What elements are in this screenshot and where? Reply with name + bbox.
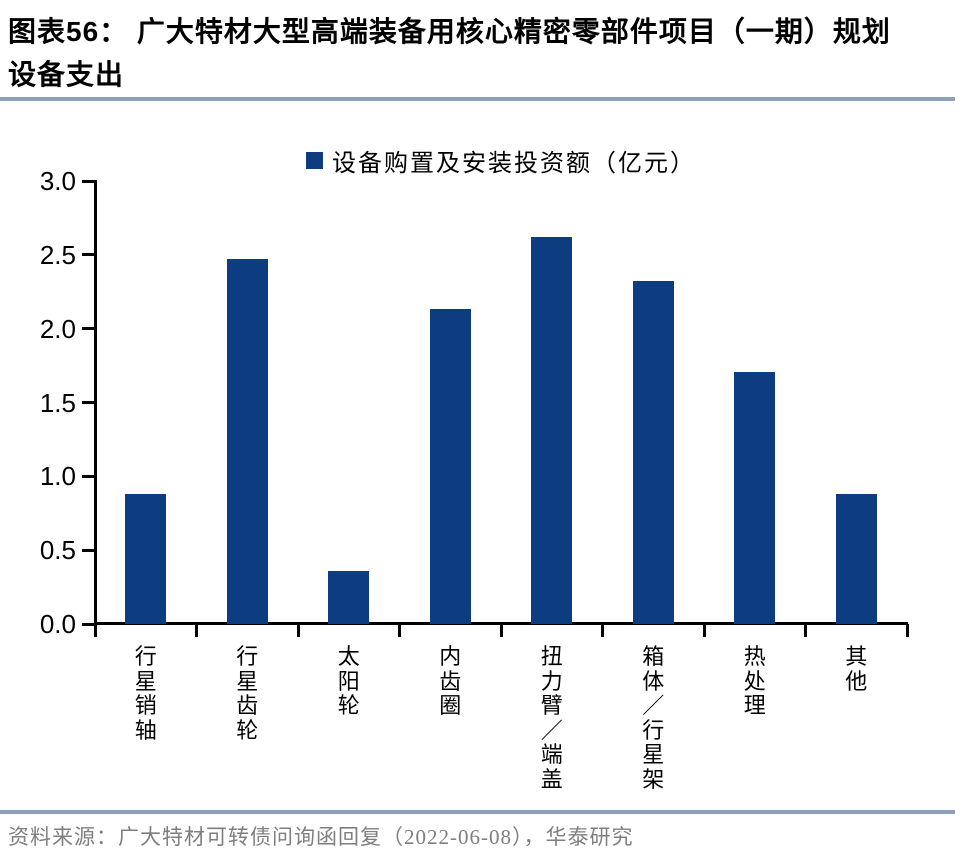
- y-tick-label: 1.5: [39, 387, 76, 418]
- figure-title-line2: 设备支出: [8, 59, 125, 90]
- plot-area: 0.0 0.5 1.0 1.5 2.0 2.5 3.0 行星销轴行星齿轮太阳轮内齿圈扭力臂／端…: [40, 168, 909, 791]
- x-tick-mark: [804, 624, 807, 637]
- y-tick-mark: [82, 548, 95, 552]
- y-tick-mark: [82, 179, 95, 183]
- x-label-char: 臂: [540, 693, 563, 718]
- y-tick-mark: [82, 327, 95, 331]
- y-tick-label: 2.5: [39, 239, 76, 270]
- x-label-char: 处: [743, 668, 766, 694]
- x-category-label: 其他: [843, 644, 869, 694]
- bar-其他: [835, 494, 877, 624]
- bar-太阳轮: [328, 570, 370, 624]
- x-label-char: 轴: [134, 717, 157, 743]
- legend-swatch-icon: [306, 152, 323, 169]
- x-tick-mark: [499, 624, 503, 637]
- x-tick-mark: [601, 624, 604, 637]
- bar-内齿圈: [429, 309, 471, 624]
- x-label-char: ／: [540, 717, 563, 743]
- y-tick-label: 1.0: [39, 461, 76, 492]
- x-label-char: 行: [134, 644, 157, 669]
- chart-legend: 设备购置及安装投资额（亿元）: [95, 143, 907, 178]
- x-tick-mark: [195, 624, 198, 637]
- x-label-char: 阳: [337, 668, 360, 694]
- footer-divider-line: [0, 810, 955, 814]
- x-label-char: 行: [642, 717, 665, 743]
- y-axis-line: [93, 180, 97, 626]
- y-tick-mark: [82, 401, 95, 404]
- x-label-char: 齿: [439, 668, 462, 694]
- x-tick-mark: [296, 624, 300, 637]
- x-label-char: 轮: [236, 717, 259, 743]
- x-label-char: 圈: [439, 693, 462, 718]
- x-tick-mark: [398, 624, 401, 637]
- x-label-char: 星: [642, 742, 665, 767]
- x-label-char: 轮: [337, 693, 360, 718]
- y-tick-label: 0.5: [39, 535, 76, 566]
- x-label-char: 其: [845, 644, 868, 669]
- bar-扭力臂/端盖: [531, 237, 573, 624]
- x-label-char: 热: [743, 644, 766, 669]
- x-label-char: 扭: [540, 644, 563, 669]
- x-tick-mark: [702, 624, 706, 637]
- x-label-char: 星: [236, 668, 259, 694]
- y-tick-label: 0.0: [39, 609, 76, 639]
- x-label-char: 盖: [540, 766, 563, 792]
- bar-箱体/行星架: [632, 281, 674, 624]
- x-label-char: 他: [845, 668, 868, 694]
- bar-行星销轴: [125, 494, 167, 624]
- x-label-char: 内: [439, 644, 462, 669]
- x-category-label: 内齿圈: [437, 644, 463, 719]
- x-label-char: 销: [134, 693, 157, 718]
- x-category-label: 热处理: [742, 644, 768, 719]
- x-axis-line: [93, 621, 908, 625]
- x-label-char: 星: [134, 668, 157, 694]
- x-category-label: 扭力臂／端盖: [539, 644, 565, 792]
- x-label-char: 行: [236, 644, 259, 669]
- x-label-char: 太: [337, 644, 360, 669]
- figure-title: 图表56： 广大特材大型高端装备用核心精密零部件项目（一期）规划 设备支出: [8, 10, 958, 96]
- x-label-char: 齿: [236, 693, 259, 718]
- bar-行星齿轮: [226, 259, 268, 624]
- bar-热处理: [734, 371, 776, 624]
- source-note: 资料来源：广大特材可转债问询函回复（2022-06-08），华泰研究: [8, 825, 634, 849]
- y-tick-label: 2.0: [39, 313, 76, 344]
- x-label-char: 体: [642, 668, 665, 694]
- x-tick-mark: [905, 624, 909, 637]
- x-label-char: 箱: [642, 644, 665, 669]
- x-tick-mark: [93, 624, 97, 637]
- x-category-label: 行星销轴: [133, 644, 159, 743]
- x-label-char: 端: [540, 742, 563, 767]
- x-category-label: 行星齿轮: [234, 644, 260, 743]
- x-label-char: ／: [642, 693, 665, 718]
- x-category-label: 箱体／行星架: [640, 644, 666, 792]
- legend-label: 设备购置及安装投资额（亿元）: [332, 151, 696, 177]
- x-label-char: 理: [743, 693, 766, 718]
- x-label-char: 力: [540, 668, 563, 694]
- title-divider-line: [0, 97, 955, 101]
- x-label-char: 架: [642, 766, 665, 792]
- x-category-label: 太阳轮: [336, 644, 362, 719]
- y-tick-mark: [82, 253, 95, 257]
- figure-title-line1: 图表56： 广大特材大型高端装备用核心精密零部件项目（一期）规划: [8, 16, 891, 47]
- y-tick-mark: [82, 622, 95, 626]
- y-tick-label: 3.0: [39, 166, 76, 196]
- y-tick-mark: [82, 474, 95, 478]
